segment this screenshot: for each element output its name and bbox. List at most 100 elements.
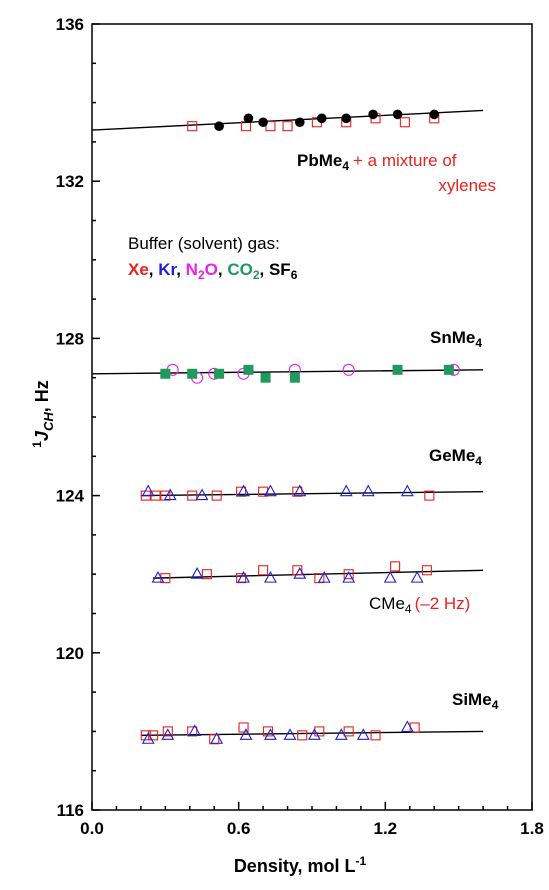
- data-point-geme4-kr: [339, 484, 353, 497]
- y-tick-label: 136: [56, 15, 84, 34]
- group-label-geme4: GeMe4: [429, 446, 482, 468]
- data-point-pbme4-sf6: [258, 117, 268, 128]
- legend-entry-sf6-sub: 6: [291, 268, 298, 282]
- data-point-pbme4-xe: [265, 121, 276, 132]
- x-tick-label: 0.0: [80, 819, 104, 838]
- data-point-sime4-xe: [140, 730, 151, 741]
- data-point-pbme4-xe: [282, 121, 293, 132]
- data-point-cme4-kr: [317, 570, 331, 583]
- data-point-sime4-xe: [148, 730, 159, 741]
- data-point-sime4-kr: [239, 728, 253, 740]
- data-point-sime4-xe: [370, 730, 381, 741]
- data-point-snme4-co2: [443, 364, 454, 375]
- data-point-sime4-kr: [188, 724, 202, 736]
- data-point-cme4-kr: [383, 570, 397, 583]
- data-point-geme4-kr: [141, 484, 155, 497]
- legend-entry-n2o-sub: 2: [198, 268, 205, 282]
- data-point-sime4-kr: [308, 728, 321, 740]
- data-point-cme4-xe: [258, 565, 269, 576]
- data-points-layer: [140, 109, 460, 745]
- data-point-geme4-kr: [237, 484, 250, 497]
- legend-entry-kr: Kr: [158, 260, 177, 279]
- group-label-geme4-sub: 4: [475, 454, 482, 468]
- data-point-snme4-co2: [260, 372, 271, 383]
- data-point-cme4-kr: [410, 570, 424, 583]
- legend: Buffer (solvent) gas: Xe, Kr, N2O, CO2, …: [128, 234, 298, 282]
- legend-entries: Xe, Kr, N2O, CO2, SF6: [128, 260, 298, 282]
- data-point-sime4-xe: [238, 722, 249, 733]
- legend-title: Buffer (solvent) gas:: [128, 234, 280, 253]
- x-axis-title: Density, mol L-1: [234, 854, 367, 876]
- data-point-cme4-kr: [264, 570, 277, 583]
- group-label-cme4: CMe4 (–2 Hz): [369, 594, 470, 616]
- x-axis-title-superscript: -1: [356, 854, 367, 868]
- group-labels: PbMe4 + a mixture of xylenes SnMe4 GeMe4 …: [297, 151, 499, 712]
- x-tick-label: 1.8: [520, 819, 544, 838]
- y-tick-label: 120: [56, 644, 84, 663]
- data-point-geme4-kr: [361, 484, 375, 497]
- group-label-geme4-main: GeMe: [429, 446, 475, 465]
- x-tick-label: 0.6: [227, 819, 251, 838]
- data-point-geme4-kr: [163, 488, 177, 501]
- group-label-sime4-main: SiMe: [452, 690, 492, 709]
- data-point-pbme4-sf6: [316, 113, 327, 124]
- legend-entry-co2: CO: [227, 260, 253, 279]
- x-axis-title-main: Density, mol L: [234, 856, 356, 876]
- y-axis-title-superscript: 1: [30, 441, 44, 448]
- data-point-cme4-xe: [292, 565, 303, 576]
- legend-separator: ,: [218, 260, 227, 279]
- data-point-sime4-kr: [210, 732, 224, 744]
- data-point-pbme4-xe: [399, 117, 410, 128]
- data-point-snme4-co2: [392, 364, 403, 375]
- y-tick-label: 124: [56, 487, 85, 506]
- data-point-pbme4-sf6: [243, 113, 254, 124]
- y-axis-title-subscript: CH: [41, 412, 56, 431]
- data-point-geme4-xe: [187, 490, 198, 501]
- group-label-pbme4-main: PbMe: [297, 151, 342, 170]
- data-point-pbme4-sf6: [392, 109, 403, 120]
- data-point-sime4-kr: [334, 728, 348, 740]
- group-label-sime4-sub: 4: [492, 698, 499, 712]
- data-point-sime4-kr: [264, 728, 277, 740]
- y-tick-label: 128: [56, 329, 84, 348]
- data-point-sime4-xe: [262, 726, 274, 737]
- data-point-geme4-kr: [400, 484, 414, 497]
- legend-separator: ,: [176, 260, 185, 279]
- data-point-geme4-xe: [211, 490, 222, 501]
- fit-line-pbme4: [91, 109, 484, 131]
- fit-line-cme4: [153, 569, 484, 579]
- y-tick-label: 116: [57, 801, 84, 820]
- group-label-snme4-main: SnMe: [430, 328, 475, 347]
- fit-line-geme4: [140, 490, 484, 497]
- group-label-pbme4-note: + a mixture of: [353, 151, 457, 170]
- data-point-cme4-kr: [342, 570, 356, 583]
- data-point-sime4-xe: [314, 726, 325, 737]
- legend-entry-sf6: SF: [269, 260, 291, 279]
- data-point-sime4-kr: [356, 728, 370, 740]
- data-point-sime4-kr: [283, 728, 297, 740]
- legend-entry-xe: Xe: [128, 260, 149, 279]
- data-point-pbme4-sf6: [429, 109, 440, 120]
- data-point-pbme4-xe: [187, 121, 198, 132]
- group-label-snme4-sub: 4: [475, 336, 482, 350]
- data-point-geme4-kr: [195, 488, 209, 501]
- data-point-cme4-kr: [151, 570, 165, 583]
- data-point-cme4-xe: [390, 561, 401, 572]
- data-point-sime4-xe: [409, 722, 420, 733]
- data-point-sime4-kr: [400, 720, 414, 733]
- legend-entry-n2o: N: [186, 260, 198, 279]
- data-point-snme4-co2: [187, 368, 198, 379]
- y-axis-title: 1JCH, Hz: [30, 380, 56, 448]
- y-axis-title-tail: , Hz: [32, 380, 52, 412]
- data-point-geme4-kr: [293, 484, 307, 497]
- data-point-sime4-xe: [343, 726, 354, 737]
- group-label-snme4: SnMe4: [430, 328, 482, 350]
- y-tick-label: 132: [56, 172, 84, 191]
- data-point-geme4-kr: [264, 484, 277, 497]
- data-point-pbme4-sf6: [368, 109, 378, 120]
- data-point-snme4-co2: [160, 368, 171, 379]
- data-point-cme4-xe: [201, 569, 212, 580]
- group-label-pbme4-note2: xylenes: [438, 176, 496, 195]
- data-point-snme4-n2o: [342, 363, 355, 376]
